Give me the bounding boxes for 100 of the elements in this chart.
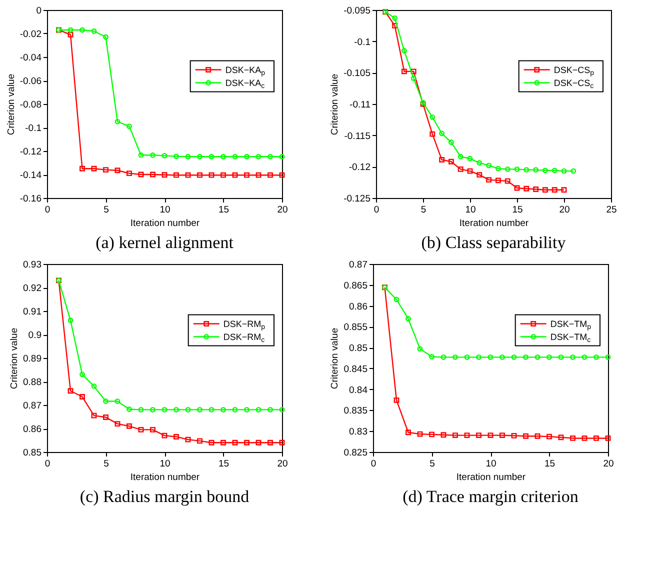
y-tick-label: 0.9 (28, 330, 42, 341)
point (162, 406, 168, 412)
point (534, 433, 540, 439)
x-tick-label: 15 (218, 204, 230, 216)
point (150, 426, 156, 432)
point (279, 440, 285, 446)
point (80, 372, 85, 378)
x-axis-title: Iteration number (459, 218, 529, 229)
point (68, 32, 74, 38)
point (558, 354, 564, 360)
point (150, 152, 156, 158)
point (476, 160, 482, 166)
point (406, 430, 411, 436)
point (486, 162, 492, 168)
point (208, 172, 214, 178)
point (126, 170, 132, 176)
point (533, 167, 539, 173)
point (495, 166, 501, 172)
y-tick-label: 0.865 (344, 280, 368, 292)
point (220, 154, 226, 160)
point (174, 172, 179, 178)
point (546, 354, 552, 360)
x-tick-label: 20 (277, 204, 288, 216)
y-tick-label: 0.84 (349, 384, 368, 396)
point (417, 346, 423, 352)
point (197, 406, 202, 412)
text: (c) Radius margin bound (80, 487, 250, 506)
y-tick-label: -0.12 (20, 146, 42, 158)
point (103, 398, 108, 404)
point (80, 27, 85, 33)
x-tick-label: 10 (486, 458, 496, 470)
y-tick-label: 0.93 (23, 260, 42, 270)
point (232, 406, 238, 412)
point (256, 172, 262, 178)
text: (b) Class separability (421, 233, 566, 252)
point (244, 440, 250, 446)
y-tick-label: 0.845 (344, 364, 368, 375)
x-tick-label: 20 (277, 458, 288, 470)
point (279, 172, 285, 178)
point (232, 154, 238, 160)
point (452, 354, 458, 360)
y-tick-label: 0.86 (23, 424, 42, 435)
point (552, 168, 558, 174)
point (476, 432, 482, 438)
y-tick-label: -0.105 (344, 68, 370, 80)
point (534, 354, 540, 360)
point (523, 354, 528, 360)
point (256, 154, 262, 160)
point (162, 432, 168, 438)
point (430, 131, 436, 137)
point (244, 154, 250, 160)
y-tick-label: 0.85 (349, 343, 368, 354)
point (504, 166, 510, 172)
x-tick-label: 5 (104, 458, 109, 470)
point (488, 354, 494, 360)
x-tick-label: 0 (44, 458, 50, 470)
point (486, 177, 492, 183)
point (430, 114, 436, 120)
point (476, 354, 482, 360)
point (488, 432, 494, 438)
x-tick-label: 5 (430, 458, 435, 470)
point (500, 354, 505, 360)
point (185, 406, 191, 412)
point (208, 406, 214, 412)
point (500, 432, 505, 438)
point (401, 48, 407, 54)
point (394, 397, 400, 403)
point (594, 435, 599, 441)
x-tick-label: 0 (44, 204, 50, 216)
point (561, 187, 567, 193)
y-tick-label: 0.85 (23, 448, 42, 458)
point (594, 354, 599, 360)
point (150, 406, 156, 412)
point (582, 354, 588, 360)
point (114, 118, 120, 124)
point (91, 166, 97, 172)
point (524, 167, 530, 173)
point (439, 157, 445, 162)
point (185, 172, 191, 178)
x-tick-label: 20 (559, 204, 570, 216)
point (126, 124, 132, 130)
text: (d) Trace margin criterion (402, 487, 579, 506)
point (268, 440, 273, 446)
x-tick-label: 5 (104, 204, 109, 216)
point (197, 438, 202, 444)
y-tick-label: 0.91 (23, 306, 42, 318)
x-axis-title: Iteration number (130, 472, 200, 483)
point (558, 434, 564, 440)
y-tick-label: -0.095 (344, 6, 370, 16)
point (524, 186, 530, 192)
point (220, 406, 226, 412)
x-tick-label: 15 (218, 458, 230, 470)
point (561, 168, 567, 174)
y-tick-label: 0.87 (23, 400, 42, 412)
y-tick-label: 0.89 (23, 354, 42, 364)
point (440, 354, 446, 360)
point (533, 186, 539, 192)
point (126, 423, 132, 429)
point (197, 154, 202, 160)
point (174, 154, 179, 160)
